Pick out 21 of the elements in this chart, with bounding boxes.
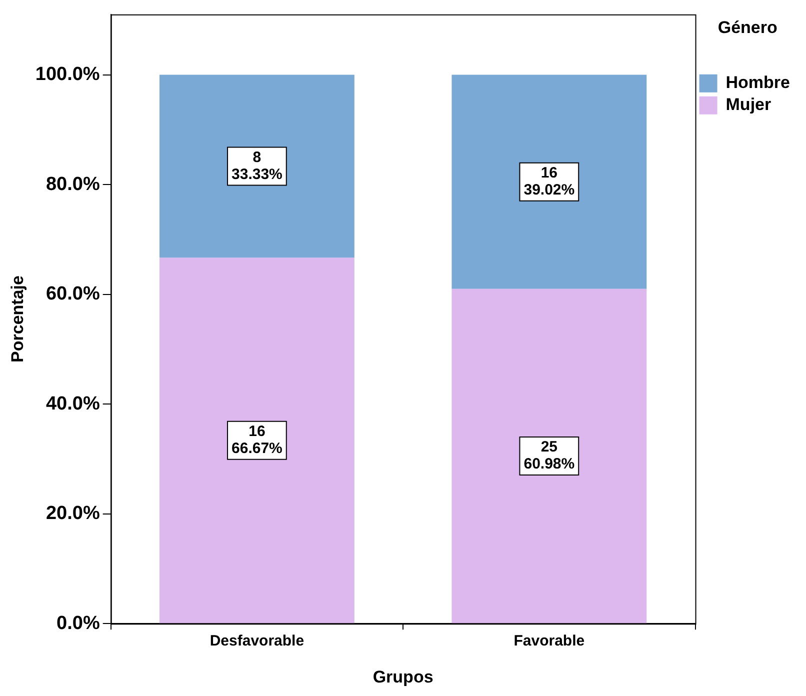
legend-title: Género bbox=[718, 18, 778, 38]
bar bbox=[159, 74, 354, 258]
x-tick-label: Desfavorable bbox=[210, 632, 304, 650]
data-label: 16 39.02% bbox=[524, 164, 575, 198]
data-label: 8 33.33% bbox=[232, 148, 282, 183]
bar bbox=[159, 258, 354, 624]
x-tick-label: Favorable bbox=[514, 632, 585, 650]
bar bbox=[452, 288, 647, 624]
x-axis-title: Grupos bbox=[372, 667, 434, 686]
legend-label: Mujer bbox=[726, 95, 772, 114]
y-tick-label: 0.0% bbox=[56, 612, 100, 634]
y-tick-label: 100.0% bbox=[35, 64, 100, 86]
y-tick-label: 80.0% bbox=[46, 174, 100, 195]
y-tick-label: 60.0% bbox=[46, 284, 100, 305]
data-label: 25 60.98% bbox=[524, 438, 575, 473]
y-axis-title: Porcentaje bbox=[8, 276, 27, 362]
legend-label: Hombre bbox=[726, 73, 790, 92]
y-tick-label: 40.0% bbox=[46, 393, 100, 414]
data-label: 16 66.67% bbox=[232, 423, 282, 458]
y-tick-label: 20.0% bbox=[46, 503, 100, 524]
bar bbox=[452, 74, 647, 289]
